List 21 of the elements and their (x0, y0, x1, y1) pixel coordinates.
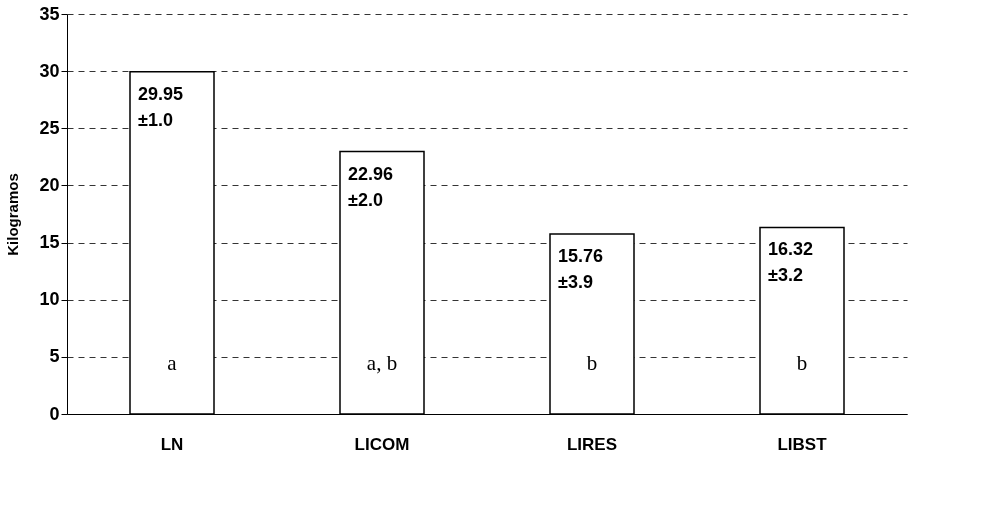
y-tick-label: 30 (39, 60, 60, 81)
y-tick-label: 35 (39, 3, 60, 24)
data-label: 22.96 ±2.0 (348, 163, 394, 210)
annotation: a (167, 351, 178, 375)
x-tick-label: LIRES (566, 434, 618, 454)
annotation: b (796, 351, 808, 375)
annotation: b (586, 351, 598, 375)
x-tick-label: LN (160, 434, 184, 454)
data-label: 16.32 ±3.2 (768, 239, 814, 286)
y-axis-title: Kilogramos (4, 173, 22, 256)
y-tick-label: 20 (39, 174, 60, 195)
y-tick-label: 25 (39, 117, 60, 138)
x-tick-label: LICOM (354, 434, 410, 454)
y-tick-label: 15 (39, 232, 60, 253)
annotation: a, b (366, 351, 398, 375)
x-tick-label: LIBST (777, 434, 828, 454)
y-tick-label: 10 (39, 289, 60, 310)
y-tick-label: 5 (49, 346, 60, 367)
y-tick-label: 0 (49, 403, 60, 424)
data-label: 15.76 ±3.9 (558, 245, 604, 292)
data-label: 29.95 ±1.0 (138, 83, 184, 130)
